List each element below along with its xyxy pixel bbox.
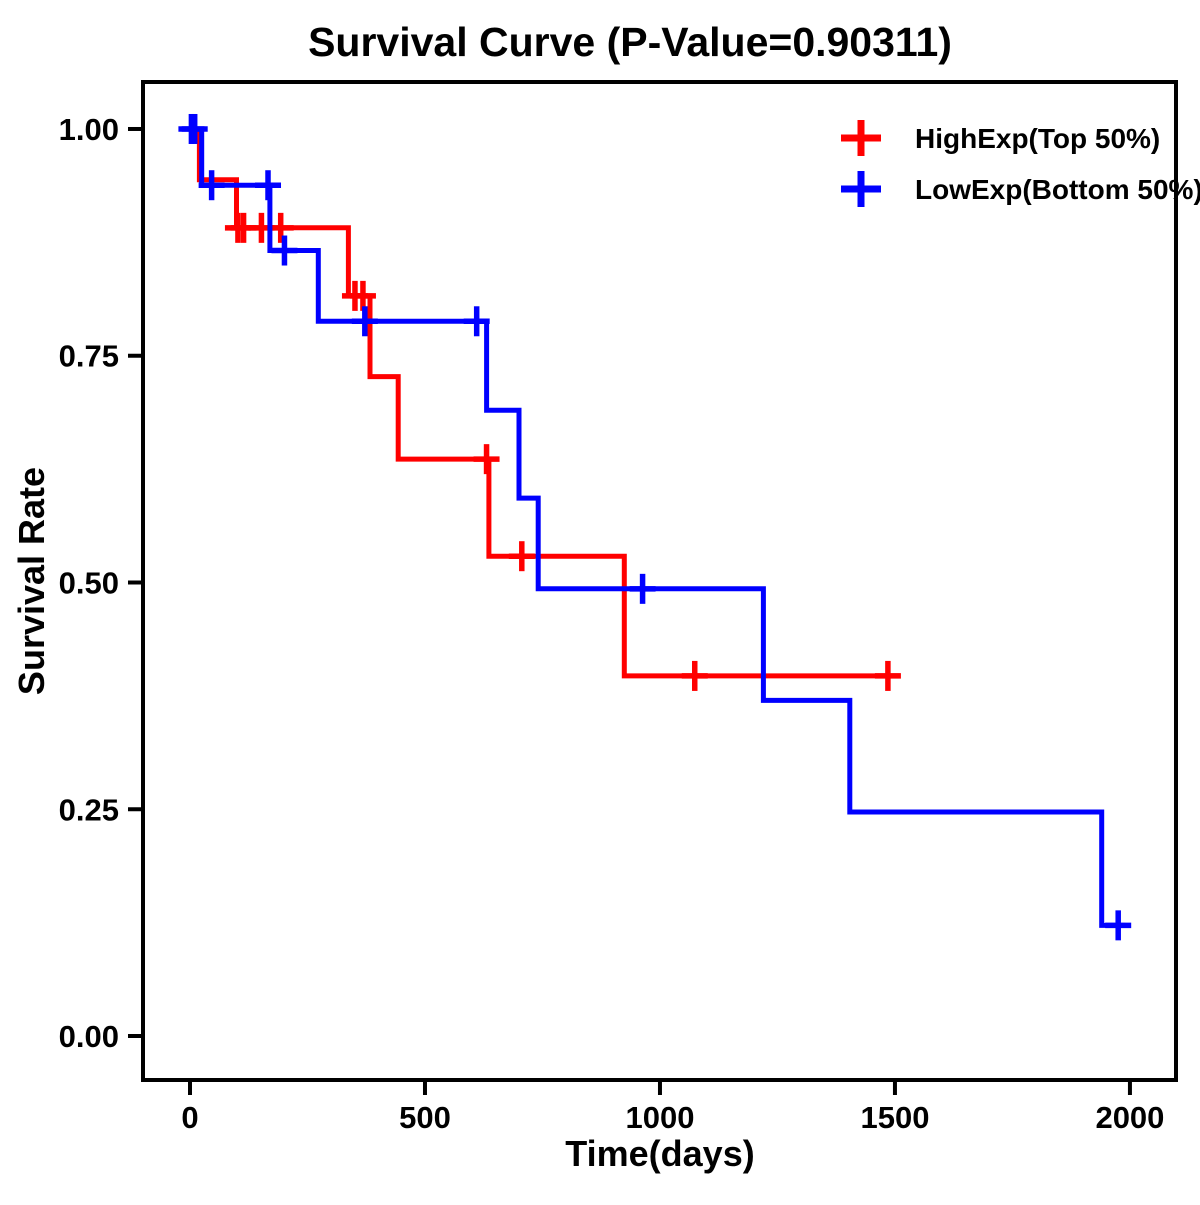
legend-item-highexp: HighExp(Top 50%) xyxy=(841,120,1160,156)
y-axis-tick-label: 0.75 xyxy=(59,339,119,374)
x-axis-tick-label: 2000 xyxy=(1095,1100,1164,1135)
chart-title: Survival Curve (P-Value=0.90311) xyxy=(308,19,952,65)
y-axis-tick-label: 1.00 xyxy=(59,112,119,147)
legend: HighExp(Top 50%) LowExp(Bottom 50%) xyxy=(841,120,1200,207)
series-line-lowexp-bottom-50 xyxy=(190,126,1126,928)
x-axis-tick-label: 1000 xyxy=(625,1100,694,1135)
x-axis-tick-label: 500 xyxy=(399,1100,451,1135)
y-axis-tick-label: 0.50 xyxy=(59,565,119,600)
y-axis-label: Survival Rate xyxy=(11,467,52,695)
legend-label-highexp: HighExp(Top 50%) xyxy=(915,123,1160,154)
legend-item-lowexp: LowExp(Bottom 50%) xyxy=(841,171,1200,207)
series-line-highexp-top-50 xyxy=(190,126,900,679)
plot-border xyxy=(141,80,1178,1082)
x-axis-label: Time(days) xyxy=(565,1133,754,1174)
y-axis-tick-label: 0.25 xyxy=(59,792,119,827)
plot-area: 0 500 1000 1500 2000 0.00 0.25 0.50 0.75 1.00 xyxy=(59,112,1165,1135)
legend-label-lowexp: LowExp(Bottom 50%) xyxy=(915,174,1200,205)
y-axis-tick-label: 0.00 xyxy=(59,1019,119,1054)
x-axis-tick-label: 0 xyxy=(181,1100,198,1135)
x-axis-tick-label: 1500 xyxy=(860,1100,929,1135)
